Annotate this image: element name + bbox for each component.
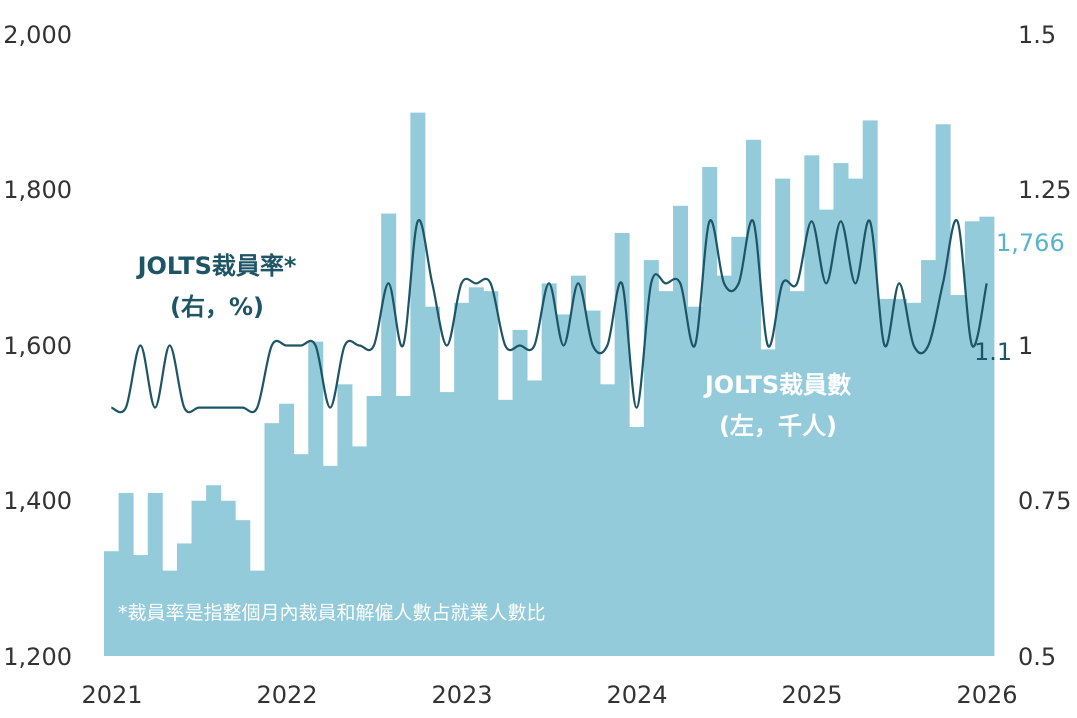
right-tick-label: 1.25 — [1018, 176, 1071, 204]
bar — [921, 260, 937, 656]
bar — [512, 329, 528, 656]
bar — [804, 155, 820, 656]
bar — [527, 380, 543, 656]
bar — [643, 260, 659, 656]
bar — [293, 454, 309, 656]
left-tick-label: 2,000 — [3, 21, 72, 49]
x-axis-ticks: 2021 2022 2023 2024 2025 2026 — [81, 681, 1017, 709]
bar — [570, 275, 586, 656]
bar — [235, 520, 251, 656]
last-line-value-label: 1.1 — [974, 338, 1012, 366]
bar — [381, 213, 397, 657]
bar — [629, 427, 645, 656]
bar — [439, 392, 455, 656]
bar — [848, 178, 864, 657]
bar — [658, 291, 674, 656]
bar — [206, 485, 222, 656]
bar — [468, 287, 484, 656]
bar — [600, 384, 616, 656]
bar — [687, 306, 703, 656]
line-series-unit-label: (右，%) — [170, 293, 264, 321]
bar-series-jolts-layoffs — [104, 112, 995, 657]
bar — [877, 298, 893, 656]
bar — [483, 291, 499, 656]
right-axis-ticks: 0.5 0.75 1 1.25 1.5 — [1018, 21, 1071, 671]
bar — [249, 570, 265, 656]
bar — [191, 500, 207, 656]
bar — [279, 403, 295, 656]
bar — [585, 310, 601, 656]
right-tick-label: 1.5 — [1018, 21, 1056, 49]
bar — [789, 291, 805, 656]
x-tick-label: 2021 — [81, 681, 142, 709]
bar — [818, 209, 834, 656]
x-tick-label: 2026 — [956, 681, 1017, 709]
bar — [891, 298, 907, 656]
bar — [264, 423, 280, 657]
bar — [220, 500, 236, 656]
bar — [862, 120, 878, 656]
left-tick-label: 1,800 — [3, 176, 72, 204]
line-series-label: JOLTS裁員率* — [136, 252, 297, 280]
bar — [935, 124, 951, 656]
bar — [745, 139, 761, 657]
bar — [308, 341, 324, 656]
bar — [541, 283, 557, 656]
bar — [176, 543, 192, 656]
x-tick-label: 2022 — [256, 681, 317, 709]
bar — [133, 555, 149, 656]
footnote: *裁員率是指整個月內裁員和解僱人數占就業人數比 — [118, 602, 546, 624]
bar — [366, 395, 382, 656]
bar — [454, 302, 470, 656]
bar-series-label: JOLTS裁員數 — [703, 371, 851, 399]
bar — [833, 163, 849, 656]
bar-series-unit-label: (左，千人) — [719, 412, 837, 440]
last-bar-value-label: 1,766 — [996, 229, 1065, 257]
bar — [731, 236, 747, 656]
bar — [424, 306, 440, 656]
bar — [337, 384, 353, 656]
bar — [104, 551, 119, 656]
bar — [979, 216, 995, 656]
bar — [964, 221, 980, 657]
bar — [147, 492, 163, 656]
x-tick-label: 2023 — [431, 681, 492, 709]
bar — [410, 112, 426, 657]
bar — [556, 314, 572, 656]
bar — [352, 446, 368, 656]
bar — [673, 205, 689, 656]
bar — [395, 395, 411, 656]
bar — [950, 295, 966, 656]
bar — [716, 275, 732, 656]
right-tick-label: 1 — [1018, 332, 1033, 360]
bar — [614, 232, 630, 656]
left-axis-ticks: 1,200 1,400 1,600 1,800 2,000 — [3, 21, 72, 671]
left-tick-label: 1,200 — [3, 643, 72, 671]
bar — [322, 465, 338, 656]
bar — [760, 349, 776, 656]
x-tick-label: 2025 — [781, 681, 842, 709]
bar — [906, 302, 922, 656]
bar — [702, 166, 718, 656]
bar — [162, 570, 178, 656]
right-tick-label: 0.5 — [1018, 643, 1056, 671]
x-tick-label: 2024 — [606, 681, 667, 709]
right-tick-label: 0.75 — [1018, 487, 1071, 515]
left-tick-label: 1,600 — [3, 332, 72, 360]
bar — [118, 492, 134, 656]
bar — [497, 399, 513, 656]
left-tick-label: 1,400 — [3, 487, 72, 515]
line-series-jolts-layoff-rate — [110, 218, 988, 414]
